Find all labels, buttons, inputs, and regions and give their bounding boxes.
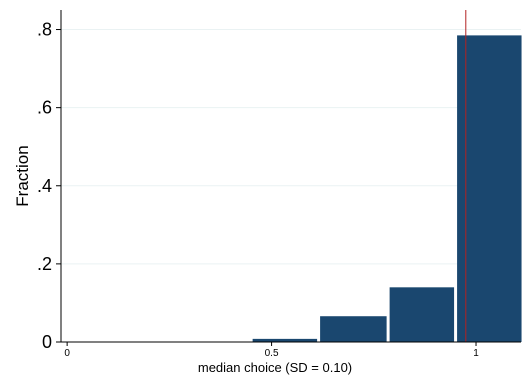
y-tick-label-0: 0 [42,332,52,352]
x-tick-label-2: 1 [473,348,479,359]
bar-2 [389,287,455,342]
gridlines [61,29,521,265]
x-tick-label-0: 0 [64,348,70,359]
bar-3 [457,35,522,342]
y-tick-label-2: .4 [37,176,52,196]
y-axis-ticks: 0 .2 .4 .6 .8 [37,20,61,352]
x-axis-ticks: 0 0.5 1 [64,342,479,359]
y-tick-label-1: .2 [37,254,52,274]
y-axis-title: Fraction [13,145,32,206]
bars [252,35,522,342]
x-axis-title: median choice (SD = 0.10) [198,360,352,375]
bar-1 [320,316,387,342]
y-tick-label-4: .8 [37,20,52,40]
x-tick-label-1: 0.5 [265,348,279,359]
bar-0 [252,338,318,342]
y-tick-label-3: .6 [37,98,52,118]
